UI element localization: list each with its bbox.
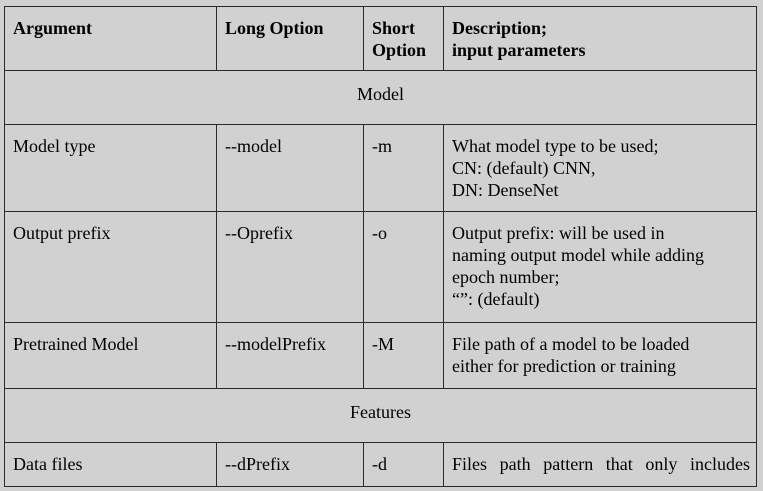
table-row: Pretrained Model --modelPrefix -M File p… xyxy=(4,322,757,389)
header-short-option-line1: Short xyxy=(372,18,416,38)
header-argument: Argument xyxy=(4,6,217,71)
section-title-model: Model xyxy=(4,70,757,125)
description-line: File path of a model to be loaded xyxy=(452,334,690,354)
description-line: Files path pattern that only includes xyxy=(452,454,750,474)
options-table-container: Argument Long Option Short Option Descri… xyxy=(4,6,757,487)
header-short-option-line2: Option xyxy=(372,40,427,60)
cell-description: File path of a model to be loaded either… xyxy=(443,322,757,389)
description-line: CN: (default) CNN, xyxy=(452,158,596,178)
options-table: Argument Long Option Short Option Descri… xyxy=(4,6,757,487)
cell-argument: Output prefix xyxy=(4,211,217,323)
description-line: What model type to be used; xyxy=(452,136,659,156)
header-description-line1: Description; xyxy=(452,18,547,38)
description-line: “”: (default) xyxy=(452,289,540,309)
description-line: either for prediction or training xyxy=(452,356,676,376)
table-row: Data files --dPrefix -d Files path patte… xyxy=(4,442,757,487)
header-short-option: Short Option xyxy=(363,6,444,71)
description-line: DN: DenseNet xyxy=(452,180,559,200)
header-description: Description; input parameters xyxy=(443,6,757,71)
cell-long-option: --modelPrefix xyxy=(216,322,364,389)
cell-argument: Pretrained Model xyxy=(4,322,217,389)
section-row-features: Features xyxy=(4,388,757,443)
cell-argument: Model type xyxy=(4,124,217,212)
header-long-option: Long Option xyxy=(216,6,364,71)
cell-argument: Data files xyxy=(4,442,217,487)
cell-short-option: -d xyxy=(363,442,444,487)
section-title-features: Features xyxy=(4,388,757,443)
cell-long-option: --dPrefix xyxy=(216,442,364,487)
section-row-model: Model xyxy=(4,70,757,125)
header-description-line2: input parameters xyxy=(452,40,586,60)
cell-long-option: --model xyxy=(216,124,364,212)
table-row: Model type --model -m What model type to… xyxy=(4,124,757,212)
cell-description: Output prefix: will be used in naming ou… xyxy=(443,211,757,323)
cell-description: What model type to be used; CN: (default… xyxy=(443,124,757,212)
description-line: naming output model while adding xyxy=(452,245,704,265)
cell-short-option: -o xyxy=(363,211,444,323)
description-line: epoch number; xyxy=(452,267,560,287)
cell-description: Files path pattern that only includes xyxy=(443,442,757,487)
cell-short-option: -m xyxy=(363,124,444,212)
table-row: Output prefix --Oprefix -o Output prefix… xyxy=(4,211,757,323)
description-line: Output prefix: will be used in xyxy=(452,223,665,243)
header-row: Argument Long Option Short Option Descri… xyxy=(4,6,757,71)
cell-long-option: --Oprefix xyxy=(216,211,364,323)
cell-short-option: -M xyxy=(363,322,444,389)
